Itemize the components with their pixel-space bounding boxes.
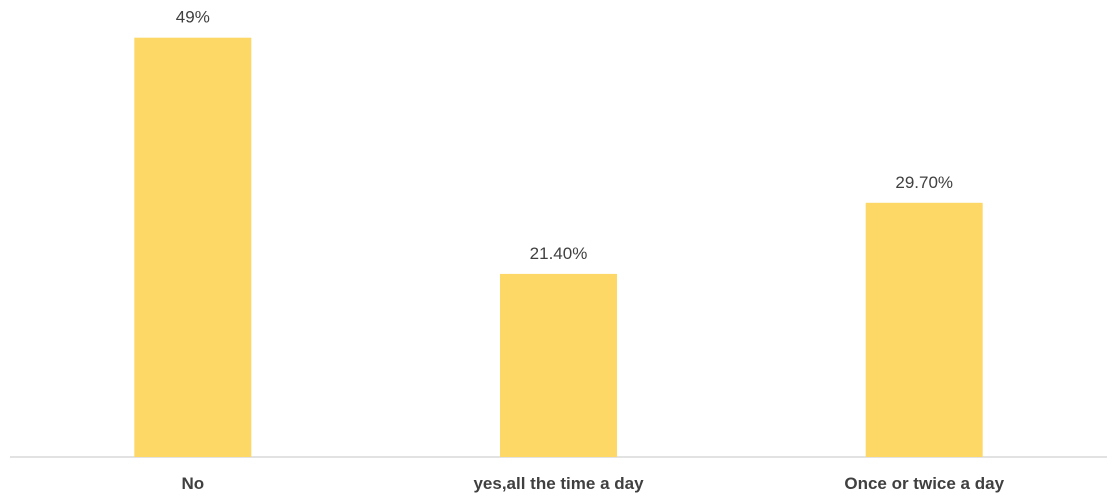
bar-0 bbox=[134, 37, 252, 457]
bar-1 bbox=[500, 273, 617, 457]
bar-2 bbox=[865, 202, 983, 457]
x-tick-label-2: Once or twice a day bbox=[844, 474, 1004, 493]
x-tick-label-1: yes,all the time a day bbox=[473, 474, 644, 493]
x-tick-label-0: No bbox=[181, 474, 204, 493]
data-label-1: 21.40% bbox=[530, 244, 588, 263]
data-label-0: 49% bbox=[176, 8, 210, 27]
data-label-2: 29.70% bbox=[895, 173, 953, 192]
